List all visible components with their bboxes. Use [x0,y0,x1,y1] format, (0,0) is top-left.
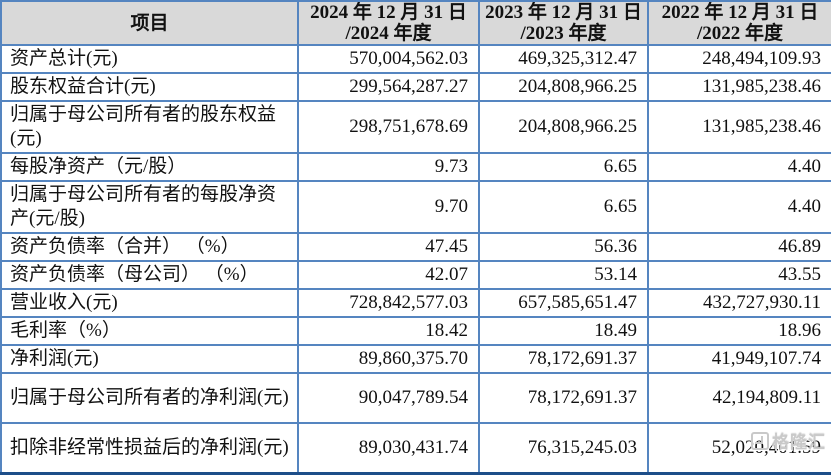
table-row: 归属于母公司所有者的股东权益(元) 298,751,678.69 204,808,9… [0,100,831,154]
row-label: 毛利率（%） [0,316,299,346]
cell-value: 78,172,691.37 [478,372,649,424]
cell-value: 204,808,966.25 [478,100,649,154]
table-row: 归属于母公司所有者的每股净资产(元/股) 9.70 6.65 4.40 [0,180,831,234]
row-label: 资产负债率（母公司） （%） [0,260,299,290]
cell-value: 131,985,238.46 [647,100,831,154]
row-label: 归属于母公司所有者的股东权益(元) [0,100,299,154]
row-label: 资产负债率（合并） （%） [0,232,299,262]
cell-value: 41,949,107.74 [647,344,831,374]
cell-value: 56.36 [478,232,649,262]
cell-value: 298,751,678.69 [297,100,480,154]
column-header: 2022 年 12 月 31 日 /2022 年度 [647,0,831,46]
column-header: 2024 年 12 月 31 日 /2024 年度 [297,0,480,46]
cell-value: 299,564,287.27 [297,72,480,102]
cell-value: 570,004,562.03 [297,44,480,74]
cell-value: 9.70 [297,180,480,234]
cell-value: 18.42 [297,316,480,346]
table-row: 净利润(元) 89,860,375.70 78,172,691.37 41,949,1… [0,344,831,374]
row-label: 归属于母公司所有者的净利润(元) [0,372,299,424]
cell-value: 9.73 [297,152,480,182]
cell-value: 89,030,431.74 [297,422,480,475]
table-row: 资产总计(元) 570,004,562.03 469,325,312.47 248,4… [0,44,831,74]
table-row: 股东权益合计(元) 299,564,287.27 204,808,966.25 131… [0,72,831,102]
cell-value: 728,842,577.03 [297,288,480,318]
column-header: 2023 年 12 月 31 日 /2023 年度 [478,0,649,46]
row-label: 股东权益合计(元) [0,72,299,102]
cell-value: 248,494,109.93 [647,44,831,74]
cell-value: 4.40 [647,180,831,234]
cell-value: 469,325,312.47 [478,44,649,74]
cell-value: 42.07 [297,260,480,290]
table-row: 营业收入(元) 728,842,577.03 657,585,651.47 432,7… [0,288,831,318]
cell-value: 43.55 [647,260,831,290]
table-row: 扣除非经常性损益后的净利润(元) 89,030,431.74 76,315,245.… [0,422,831,475]
table-row: 毛利率（%） 18.42 18.49 18.96 [0,316,831,346]
row-label: 资产总计(元) [0,44,299,74]
cell-value: 90,047,789.54 [297,372,480,424]
cell-value: 52,020,401.59 [647,422,831,475]
cell-value: 76,315,245.03 [478,422,649,475]
column-header: 项目 [0,0,299,46]
table-row: 归属于母公司所有者的净利润(元) 90,047,789.54 78,172,691.… [0,372,831,424]
table-header: 项目 2024 年 12 月 31 日 /2024 年度 2023 年 12 月 3… [0,0,831,46]
cell-value: 53.14 [478,260,649,290]
cell-value: 657,585,651.47 [478,288,649,318]
table-row: 每股净资产（元/股） 9.73 6.65 4.40 [0,152,831,182]
row-label: 净利润(元) [0,344,299,374]
row-label: 每股净资产（元/股） [0,152,299,182]
table-row: 资产负债率（母公司） （%） 42.07 53.14 43.55 [0,260,831,290]
header-row: 项目 2024 年 12 月 31 日 /2024 年度 2023 年 12 月 3… [0,0,831,46]
table-row: 资产负债率（合并） （%） 47.45 56.36 46.89 [0,232,831,262]
cell-value: 78,172,691.37 [478,344,649,374]
cell-value: 6.65 [478,180,649,234]
cell-value: 131,985,238.46 [647,72,831,102]
cell-value: 4.40 [647,152,831,182]
table-body: 资产总计(元) 570,004,562.03 469,325,312.47 248,4… [0,44,831,475]
cell-value: 42,194,809.11 [647,372,831,424]
cell-value: 18.96 [647,316,831,346]
cell-value: 89,860,375.70 [297,344,480,374]
row-label: 营业收入(元) [0,288,299,318]
cell-value: 46.89 [647,232,831,262]
row-label: 扣除非经常性损益后的净利润(元) [0,422,299,475]
cell-value: 6.65 [478,152,649,182]
cell-value: 47.45 [297,232,480,262]
cell-value: 18.49 [478,316,649,346]
cell-value: 432,727,930.11 [647,288,831,318]
cell-value: 204,808,966.25 [478,72,649,102]
row-label: 归属于母公司所有者的每股净资产(元/股) [0,180,299,234]
